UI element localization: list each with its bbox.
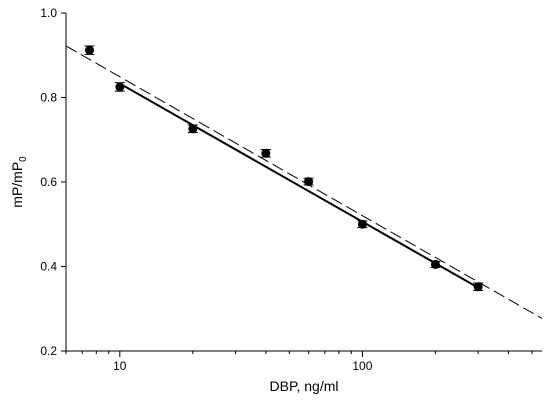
data-points — [84, 45, 484, 292]
data-point-group — [430, 259, 441, 269]
x-axis-title: DBP, ng/ml — [270, 378, 339, 394]
data-point — [188, 124, 198, 134]
data-point — [115, 82, 125, 92]
y-tick-label: 1.0 — [40, 6, 57, 20]
data-point-group — [187, 124, 198, 134]
y-axis-title-main: mP/mP — [9, 162, 25, 208]
y-axis-title-subscript: 0 — [18, 156, 29, 162]
data-point — [261, 148, 271, 158]
solid-fit-line — [119, 82, 479, 289]
data-point-group — [357, 219, 368, 229]
data-point — [430, 259, 440, 269]
y-axis-title: mP/mP0 — [9, 156, 29, 208]
data-point-group — [260, 148, 271, 158]
data-point — [473, 282, 483, 292]
data-point-group — [473, 282, 484, 292]
fit-lines — [65, 45, 543, 319]
y-tick-label: 0.8 — [40, 91, 57, 105]
data-point — [85, 45, 95, 55]
dashed-fit-line — [65, 45, 543, 319]
data-point-group — [303, 177, 314, 187]
y-tick-label: 0.4 — [40, 260, 57, 274]
x-ticks: 10 100 — [65, 351, 533, 373]
data-point — [357, 219, 367, 229]
y-tick-label: 0.2 — [40, 344, 57, 358]
data-point-group — [84, 45, 95, 55]
y-ticks: 0.2 0.4 0.6 0.8 1.0 — [40, 6, 66, 358]
y-tick-label: 0.6 — [40, 175, 57, 189]
x-tick-label: 100 — [352, 359, 372, 373]
data-point — [304, 177, 314, 187]
x-tick-label: 10 — [113, 359, 127, 373]
data-point-group — [114, 82, 125, 92]
